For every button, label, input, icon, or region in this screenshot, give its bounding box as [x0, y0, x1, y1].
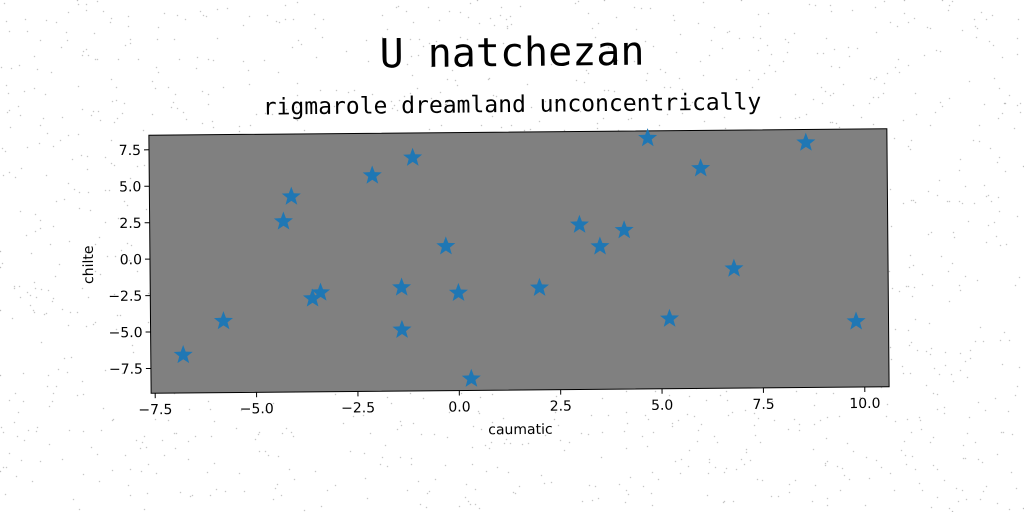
data-point-star: [846, 311, 866, 330]
data-point-star: [392, 319, 412, 338]
data-point-star: [638, 128, 658, 147]
data-point-star: [691, 158, 711, 177]
x-tick-label: −2.5: [341, 400, 375, 416]
data-point-star: [569, 214, 589, 233]
data-point-star: [302, 288, 322, 307]
x-tick-label: 0.0: [448, 399, 470, 415]
y-tick-label: 5.0: [119, 179, 141, 195]
data-point-star: [403, 147, 423, 166]
x-tick-label: −5.0: [240, 401, 274, 417]
y-tick-label: −7.5: [109, 362, 143, 378]
y-axis: −7.5 −5.0 −2.5 0.0 2.5 5.0 7.5: [108, 143, 151, 378]
x-tick-label: 7.5: [752, 397, 774, 413]
x-tick-label: 2.5: [550, 399, 572, 415]
plot-area: [148, 128, 890, 394]
data-point-star: [273, 211, 293, 230]
x-tick-label: 10.0: [849, 396, 880, 412]
data-point-star: [213, 311, 233, 330]
data-point-star: [392, 277, 412, 296]
data-point-star: [796, 132, 816, 151]
x-axis-label: caumatic: [488, 422, 553, 439]
data-point-star: [659, 308, 680, 327]
y-axis-label: chilte: [81, 245, 97, 284]
plot-group: −7.5 −5.0 −2.5 0.0 2.5 5.0 7.5 10.0 −7.5 −5.0 −2.…: [81, 128, 890, 439]
data-point-star: [448, 282, 468, 302]
data-point-star: [362, 165, 382, 184]
data-point-star: [590, 236, 610, 255]
y-tick-label: 0.0: [120, 252, 142, 268]
y-tick-label: −2.5: [108, 289, 142, 305]
x-tick-label: 5.0: [651, 398, 673, 414]
x-axis: −7.5 −5.0 −2.5 0.0 2.5 5.0 7.5 10.0: [138, 386, 881, 418]
data-points: [173, 128, 866, 387]
data-point-star: [614, 220, 634, 239]
data-point-star: [311, 282, 331, 301]
x-tick-label: −7.5: [138, 402, 172, 418]
data-point-star: [529, 277, 549, 296]
y-tick-label: 2.5: [119, 216, 141, 232]
data-point-star: [436, 236, 456, 255]
data-point-star: [461, 368, 481, 387]
data-point-star: [173, 345, 193, 364]
y-tick-label: −5.0: [109, 325, 143, 341]
data-point-star: [724, 258, 744, 277]
y-tick-label: 7.5: [119, 143, 141, 159]
data-point-star: [281, 186, 301, 205]
